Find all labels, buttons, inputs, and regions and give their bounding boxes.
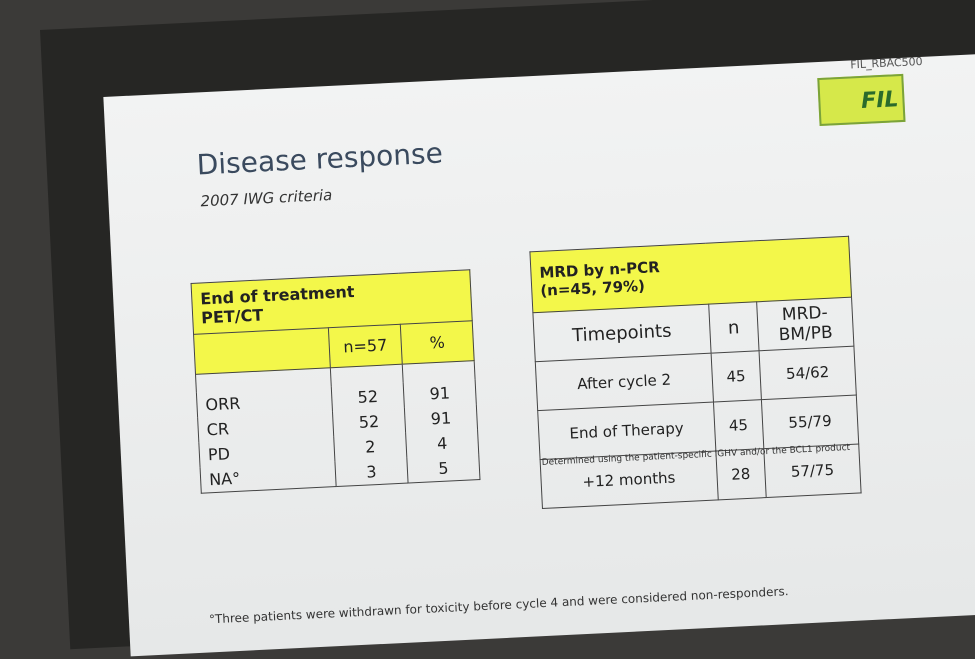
cell: 45 — [713, 399, 764, 452]
cell: 45 — [710, 350, 762, 403]
header-cell: % — [400, 320, 475, 365]
n-cell: 52 — [331, 382, 405, 411]
n-cell: 3 — [334, 457, 409, 487]
header-line: BM/PB — [778, 322, 834, 346]
footnote: °Three patients were withdrawn for toxic… — [208, 584, 789, 627]
title-line: PET/CT — [200, 305, 264, 328]
slide: FIL_RBAC500 FIL Disease response 2007 IW… — [103, 51, 975, 657]
header-line: MRD- — [781, 302, 829, 326]
logo: FIL — [817, 73, 906, 127]
pet-table: End of treatment PET/CT n=57% ORR 52 91 CR 52… — [191, 269, 481, 493]
row-label: NA° — [200, 460, 337, 493]
header-cell: MRD- BM/PB — [756, 297, 854, 351]
title-line: (n=45, 79%) — [539, 276, 646, 300]
pct-cell: 91 — [403, 378, 477, 408]
cell — [193, 327, 331, 375]
pct-cell: 5 — [406, 453, 480, 483]
slide-code: FIL_RBAC500 — [849, 54, 923, 72]
pct-cell: 91 — [404, 403, 478, 433]
header-cell: Timepoints — [532, 304, 711, 362]
slide-title: Disease response — [195, 136, 444, 182]
mrd-table: MRD by n-PCR (n=45, 79%) Timepoints n MRD- B… — [529, 236, 862, 509]
n-cell: 2 — [333, 432, 407, 461]
cell: 54/62 — [758, 346, 857, 400]
header-cell: n — [708, 301, 759, 354]
title-line: End of treatment — [199, 281, 355, 309]
projector-screen: FIL_RBAC500 FIL Disease response 2007 IW… — [40, 0, 975, 657]
header-cell: n=57 — [328, 324, 403, 368]
pct-cell: 4 — [405, 428, 479, 458]
n-cell: 52 — [332, 407, 406, 436]
cell: After cycle 2 — [535, 353, 714, 411]
slide-subtitle: 2007 IWG criteria — [200, 185, 333, 211]
cell: 55/79 — [761, 395, 859, 449]
page: FIL_RBAC500 FIL Disease response 2007 IW… — [40, 0, 975, 657]
